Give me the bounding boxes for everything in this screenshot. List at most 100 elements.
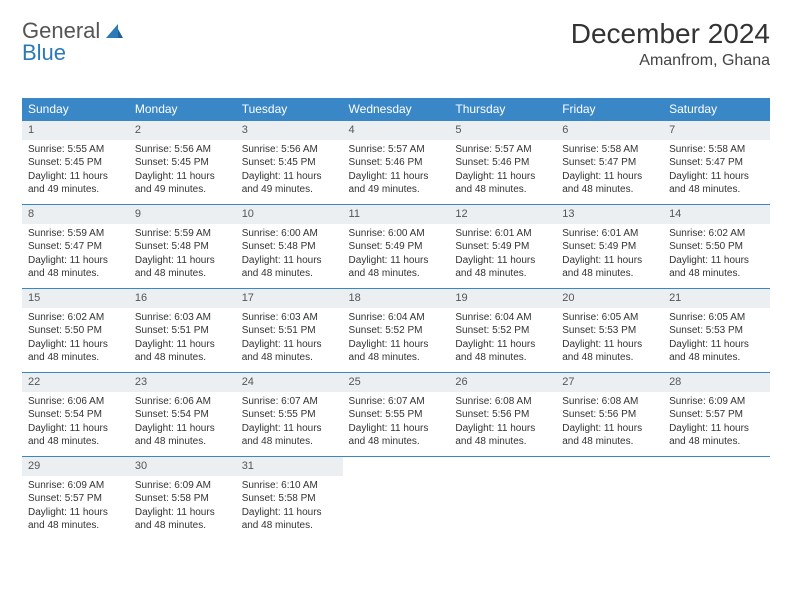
sunset-text: Sunset: 5:53 PM (562, 324, 657, 338)
calendar-day-cell: 23Sunrise: 6:06 AMSunset: 5:54 PMDayligh… (129, 373, 236, 457)
day-number: 23 (129, 373, 236, 392)
calendar-day-cell: 31Sunrise: 6:10 AMSunset: 5:58 PMDayligh… (236, 457, 343, 541)
sunset-text: Sunset: 5:52 PM (349, 324, 444, 338)
daylight-text: Daylight: 11 hours and 48 minutes. (242, 338, 337, 365)
sunset-text: Sunset: 5:45 PM (242, 156, 337, 170)
day-content: 16Sunrise: 6:03 AMSunset: 5:51 PMDayligh… (129, 289, 236, 371)
day-content: 23Sunrise: 6:06 AMSunset: 5:54 PMDayligh… (129, 373, 236, 455)
weekday-header: Tuesday (236, 98, 343, 121)
calendar-day-cell: 3Sunrise: 5:56 AMSunset: 5:45 PMDaylight… (236, 121, 343, 205)
sunrise-text: Sunrise: 6:07 AM (349, 395, 444, 409)
daylight-text: Daylight: 11 hours and 48 minutes. (135, 338, 230, 365)
sunrise-text: Sunrise: 6:09 AM (28, 479, 123, 493)
sunrise-text: Sunrise: 6:09 AM (135, 479, 230, 493)
sunrise-text: Sunrise: 6:08 AM (455, 395, 550, 409)
calendar-day-cell: 12Sunrise: 6:01 AMSunset: 5:49 PMDayligh… (449, 205, 556, 289)
sunrise-text: Sunrise: 5:59 AM (135, 227, 230, 241)
weekday-header: Wednesday (343, 98, 450, 121)
day-content: 27Sunrise: 6:08 AMSunset: 5:56 PMDayligh… (556, 373, 663, 455)
daylight-text: Daylight: 11 hours and 49 minutes. (28, 170, 123, 197)
day-number: 27 (556, 373, 663, 392)
calendar-day-cell: 30Sunrise: 6:09 AMSunset: 5:58 PMDayligh… (129, 457, 236, 541)
sunrise-text: Sunrise: 6:04 AM (455, 311, 550, 325)
daylight-text: Daylight: 11 hours and 49 minutes. (135, 170, 230, 197)
calendar-day-cell: 16Sunrise: 6:03 AMSunset: 5:51 PMDayligh… (129, 289, 236, 373)
weekday-header-row: Sunday Monday Tuesday Wednesday Thursday… (22, 98, 770, 121)
calendar-day-cell: 10Sunrise: 6:00 AMSunset: 5:48 PMDayligh… (236, 205, 343, 289)
day-number: 11 (343, 205, 450, 224)
calendar-day-cell: 7Sunrise: 5:58 AMSunset: 5:47 PMDaylight… (663, 121, 770, 205)
day-content: 8Sunrise: 5:59 AMSunset: 5:47 PMDaylight… (22, 205, 129, 287)
calendar-day-cell: 17Sunrise: 6:03 AMSunset: 5:51 PMDayligh… (236, 289, 343, 373)
calendar-day-cell: 26Sunrise: 6:08 AMSunset: 5:56 PMDayligh… (449, 373, 556, 457)
daylight-text: Daylight: 11 hours and 48 minutes. (135, 422, 230, 449)
sunset-text: Sunset: 5:49 PM (349, 240, 444, 254)
day-content: 11Sunrise: 6:00 AMSunset: 5:49 PMDayligh… (343, 205, 450, 287)
daylight-text: Daylight: 11 hours and 48 minutes. (28, 338, 123, 365)
day-number: 18 (343, 289, 450, 308)
sunrise-text: Sunrise: 6:03 AM (242, 311, 337, 325)
daylight-text: Daylight: 11 hours and 48 minutes. (562, 170, 657, 197)
calendar-week-row: 22Sunrise: 6:06 AMSunset: 5:54 PMDayligh… (22, 373, 770, 457)
sunset-text: Sunset: 5:49 PM (562, 240, 657, 254)
sunset-text: Sunset: 5:46 PM (349, 156, 444, 170)
day-number: 17 (236, 289, 343, 308)
day-content: 26Sunrise: 6:08 AMSunset: 5:56 PMDayligh… (449, 373, 556, 455)
sunset-text: Sunset: 5:57 PM (669, 408, 764, 422)
weekday-header: Sunday (22, 98, 129, 121)
day-content: 19Sunrise: 6:04 AMSunset: 5:52 PMDayligh… (449, 289, 556, 371)
day-number: 4 (343, 121, 450, 140)
sunrise-text: Sunrise: 5:57 AM (455, 143, 550, 157)
daylight-text: Daylight: 11 hours and 48 minutes. (242, 506, 337, 533)
sunset-text: Sunset: 5:51 PM (135, 324, 230, 338)
sunrise-text: Sunrise: 6:07 AM (242, 395, 337, 409)
sunrise-text: Sunrise: 6:06 AM (135, 395, 230, 409)
daylight-text: Daylight: 11 hours and 48 minutes. (349, 422, 444, 449)
daylight-text: Daylight: 11 hours and 48 minutes. (28, 254, 123, 281)
calendar-day-cell (556, 457, 663, 541)
sunset-text: Sunset: 5:45 PM (135, 156, 230, 170)
sunset-text: Sunset: 5:50 PM (669, 240, 764, 254)
calendar-day-cell: 19Sunrise: 6:04 AMSunset: 5:52 PMDayligh… (449, 289, 556, 373)
sunrise-text: Sunrise: 6:00 AM (349, 227, 444, 241)
sunset-text: Sunset: 5:46 PM (455, 156, 550, 170)
day-number: 9 (129, 205, 236, 224)
weekday-header: Thursday (449, 98, 556, 121)
sunrise-text: Sunrise: 6:04 AM (349, 311, 444, 325)
calendar-day-cell (663, 457, 770, 541)
day-number: 7 (663, 121, 770, 140)
sunrise-text: Sunrise: 6:09 AM (669, 395, 764, 409)
calendar-day-cell: 29Sunrise: 6:09 AMSunset: 5:57 PMDayligh… (22, 457, 129, 541)
daylight-text: Daylight: 11 hours and 48 minutes. (28, 506, 123, 533)
sunset-text: Sunset: 5:58 PM (242, 492, 337, 506)
calendar-week-row: 1Sunrise: 5:55 AMSunset: 5:45 PMDaylight… (22, 121, 770, 205)
sunset-text: Sunset: 5:56 PM (562, 408, 657, 422)
day-number: 31 (236, 457, 343, 476)
calendar-day-cell: 15Sunrise: 6:02 AMSunset: 5:50 PMDayligh… (22, 289, 129, 373)
day-number: 15 (22, 289, 129, 308)
sunset-text: Sunset: 5:47 PM (669, 156, 764, 170)
day-number: 1 (22, 121, 129, 140)
sunset-text: Sunset: 5:48 PM (135, 240, 230, 254)
calendar-day-cell: 22Sunrise: 6:06 AMSunset: 5:54 PMDayligh… (22, 373, 129, 457)
day-content: 9Sunrise: 5:59 AMSunset: 5:48 PMDaylight… (129, 205, 236, 287)
calendar-day-cell: 6Sunrise: 5:58 AMSunset: 5:47 PMDaylight… (556, 121, 663, 205)
daylight-text: Daylight: 11 hours and 48 minutes. (349, 338, 444, 365)
daylight-text: Daylight: 11 hours and 48 minutes. (669, 170, 764, 197)
calendar-day-cell: 8Sunrise: 5:59 AMSunset: 5:47 PMDaylight… (22, 205, 129, 289)
day-number: 13 (556, 205, 663, 224)
day-content: 30Sunrise: 6:09 AMSunset: 5:58 PMDayligh… (129, 457, 236, 539)
weekday-header: Monday (129, 98, 236, 121)
weekday-header: Saturday (663, 98, 770, 121)
day-number: 20 (556, 289, 663, 308)
calendar-day-cell (449, 457, 556, 541)
day-content: 6Sunrise: 5:58 AMSunset: 5:47 PMDaylight… (556, 121, 663, 203)
day-number: 24 (236, 373, 343, 392)
calendar-day-cell: 11Sunrise: 6:00 AMSunset: 5:49 PMDayligh… (343, 205, 450, 289)
sunset-text: Sunset: 5:56 PM (455, 408, 550, 422)
day-content: 17Sunrise: 6:03 AMSunset: 5:51 PMDayligh… (236, 289, 343, 371)
day-number: 10 (236, 205, 343, 224)
sunset-text: Sunset: 5:55 PM (242, 408, 337, 422)
day-number: 6 (556, 121, 663, 140)
day-content: 29Sunrise: 6:09 AMSunset: 5:57 PMDayligh… (22, 457, 129, 539)
